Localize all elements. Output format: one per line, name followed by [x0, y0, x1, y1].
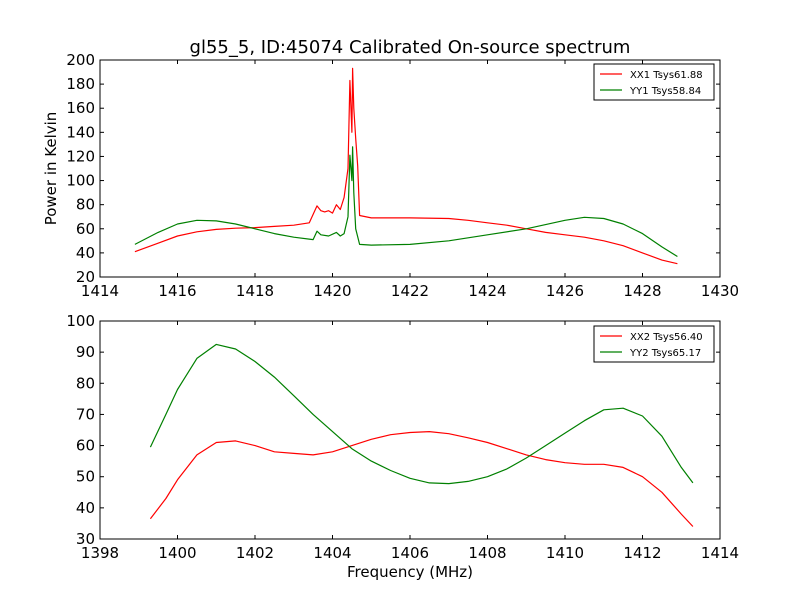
- legend-entry-label: XX1 Tsys61.88: [630, 70, 703, 81]
- series-line-xx2: [149, 431, 694, 527]
- top-spectrum-panel: 1414 1416 1418 1420 1422 1424 1426 1428 1430 20 40…: [42, 51, 739, 300]
- y-tick-label: 100: [66, 312, 95, 330]
- legend-entry-label: YY2 Tsys65.17: [629, 348, 701, 359]
- legend-entry-label: XX2 Tsys56.40: [630, 332, 703, 343]
- x-tick-label: 1402: [236, 544, 274, 562]
- y-tick-label: 180: [66, 75, 95, 93]
- y-tick-label: 60: [76, 437, 95, 455]
- y-tick-label: 140: [66, 123, 95, 141]
- x-tick-label: 1414: [701, 544, 739, 562]
- x-tick-label: 1426: [546, 282, 584, 300]
- legend-box: [593, 325, 715, 363]
- y-tick-label: 40: [76, 499, 95, 517]
- y-tick-label: 120: [66, 147, 95, 165]
- legend-entry-label: YY1 Tsys58.84: [629, 86, 701, 97]
- x-tick-label: 1410: [546, 544, 584, 562]
- x-axis-label: Frequency (MHz): [347, 563, 473, 581]
- x-tick-label: 1408: [468, 544, 506, 562]
- x-tick-label: 1422: [391, 282, 429, 300]
- bottom-spectrum-panel: 1398 1400 1402 1404 1406 1408 1410 1412 1414 30 40…: [66, 312, 739, 581]
- y-tick-label: 40: [76, 244, 95, 262]
- y-axis-label: Power in Kelvin: [42, 112, 60, 226]
- y-tick-label: 200: [66, 51, 95, 69]
- legend: XX1 Tsys61.88 YY1 Tsys58.84: [593, 63, 715, 101]
- x-tick-label: 1418: [236, 282, 274, 300]
- series-line-yy2: [149, 343, 694, 485]
- legend-box: [593, 63, 715, 101]
- x-tick-label: 1420: [313, 282, 351, 300]
- x-tick-label: 1414: [81, 282, 119, 300]
- x-tick-label: 1416: [158, 282, 196, 300]
- y-tick-label: 80: [76, 374, 95, 392]
- series-line-yy1: [134, 146, 678, 258]
- x-tick-label: 1400: [158, 544, 196, 562]
- y-tick-label: 20: [76, 268, 95, 286]
- series-line-xx1: [134, 67, 678, 265]
- legend: XX2 Tsys56.40 YY2 Tsys65.17: [593, 325, 715, 363]
- y-tick-label: 30: [76, 530, 95, 548]
- x-tick-label: 1406: [391, 544, 429, 562]
- y-tick-label: 80: [76, 196, 95, 214]
- y-tick-label: 160: [66, 99, 95, 117]
- y-tick-label: 70: [76, 405, 95, 423]
- figure-title: gl55_5, ID:45074 Calibrated On-source sp…: [190, 37, 631, 58]
- y-tick-label: 90: [76, 343, 95, 361]
- x-tick-label: 1404: [313, 544, 351, 562]
- y-tick-label: 100: [66, 172, 95, 190]
- x-tick-label: 1430: [701, 282, 739, 300]
- x-tick-label: 1398: [81, 544, 119, 562]
- x-tick-label: 1412: [623, 544, 661, 562]
- y-tick-label: 50: [76, 468, 95, 486]
- x-tick-label: 1428: [623, 282, 661, 300]
- x-tick-label: 1424: [468, 282, 506, 300]
- y-tick-label: 60: [76, 220, 95, 238]
